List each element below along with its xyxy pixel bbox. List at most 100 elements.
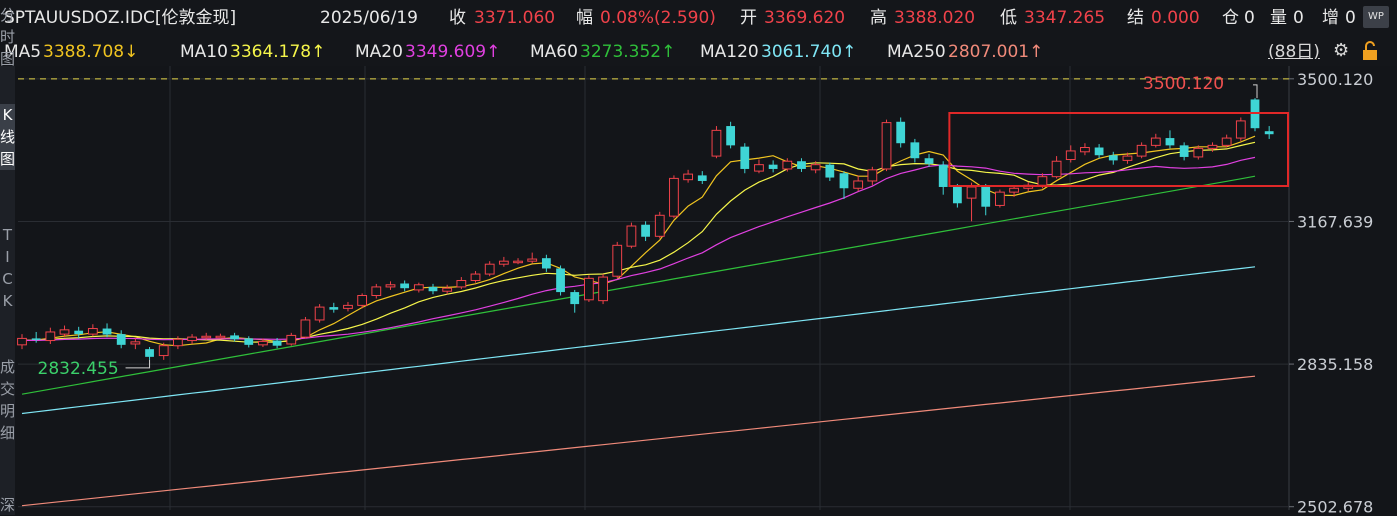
candle-body — [910, 142, 920, 159]
candle-body — [470, 273, 481, 281]
nav-tab-1[interactable]: K 线 图 — [0, 104, 16, 170]
period-selector[interactable]: (88日) — [1268, 42, 1320, 62]
candle-body — [45, 331, 56, 342]
candle-body — [1150, 137, 1161, 146]
candle-body — [626, 225, 637, 247]
settings-icon[interactable]: ⚙ — [1333, 40, 1350, 61]
candle-body — [428, 286, 438, 292]
candle-body — [810, 164, 821, 171]
candle-body — [145, 349, 154, 357]
candle-body — [17, 337, 27, 346]
ma-label-ma10: MA10 — [180, 42, 228, 62]
candle-body — [527, 258, 538, 262]
candle-body — [59, 329, 70, 335]
candle-body — [371, 286, 382, 297]
candle-body — [896, 121, 906, 144]
candle-body — [1235, 120, 1246, 139]
high-label: 高 — [870, 8, 887, 28]
settle-value: 0.000 — [1151, 8, 1200, 28]
change-label: 幅 — [576, 8, 593, 28]
candle-body — [839, 173, 849, 189]
candle-body — [654, 214, 665, 237]
high-value: 3388.020 — [894, 8, 976, 28]
candle-body — [413, 284, 424, 291]
candle-body — [1264, 131, 1274, 135]
ma-value-ma20: 3349.609↑ — [405, 42, 501, 62]
candle-body — [286, 334, 297, 345]
ma-indicator-bar: MA5 3388.708↓ MA10 3364.178↑ MA20 3349.609↑ MA… — [0, 36, 1397, 66]
candle-body — [456, 279, 467, 288]
position-label: 仓 — [1222, 8, 1239, 28]
candle-body — [768, 164, 778, 169]
candle-body — [612, 244, 623, 277]
highlight-box — [948, 112, 1290, 187]
candle-body — [329, 307, 339, 310]
candle-body — [272, 340, 282, 346]
candle-body — [1207, 144, 1218, 149]
candle-body — [31, 338, 41, 340]
ma-label-ma5: MA5 — [4, 42, 42, 62]
candle-body — [570, 292, 580, 305]
quote-date: 2025/06/19 — [320, 8, 418, 28]
quote-header: SPTAUUSDOZ.IDC[伦敦金现] 2025/06/19 收 3371.0… — [0, 0, 1397, 36]
symbol-name[interactable]: SPTAUUSDOZ.IDC[伦敦金现] — [4, 8, 237, 28]
candle-body — [244, 338, 254, 345]
candle-body — [498, 260, 509, 265]
wp-icon[interactable]: WP — [1363, 6, 1389, 28]
candle-body — [116, 334, 126, 345]
candle-body — [584, 277, 594, 301]
candle-body — [357, 295, 368, 306]
candle-body — [867, 169, 878, 182]
candle-body — [754, 164, 764, 172]
candle-body — [726, 126, 736, 146]
ma-value-ma5: 3388.708↓ — [43, 42, 139, 62]
min-annotation-arrow — [125, 359, 151, 369]
settle-label: 结 — [1127, 8, 1144, 28]
candle-body — [881, 122, 892, 170]
ma20-line — [22, 156, 1256, 341]
nav-tab-0[interactable]: 分 时 图 — [0, 6, 16, 68]
candle-body — [102, 328, 112, 335]
lock-icon[interactable] — [1359, 41, 1381, 61]
candle-body — [1193, 147, 1204, 158]
candle-body — [1065, 150, 1076, 161]
candle-body — [1179, 145, 1189, 157]
candle-body — [385, 284, 396, 288]
candle-body — [1037, 176, 1048, 186]
nav-tab-2[interactable]: T I C K — [2, 226, 13, 310]
candle-body — [995, 191, 1005, 206]
candle-body — [230, 335, 239, 340]
candle-body — [1136, 144, 1147, 157]
candle-body — [215, 335, 226, 339]
low-value: 3347.265 — [1024, 8, 1106, 28]
candle-body — [173, 338, 183, 347]
candle-body — [343, 304, 353, 309]
volume-label: 量 — [1270, 8, 1287, 28]
ma-value-ma250: 2807.001↑ — [948, 42, 1044, 62]
candle-body — [1051, 160, 1062, 178]
ma-label-ma60: MA60 — [530, 42, 578, 62]
candle-body — [952, 186, 962, 204]
candle-body — [556, 268, 565, 293]
min-price-label: 2832.455 — [38, 359, 119, 379]
candle-body — [797, 161, 806, 169]
nav-tab-4[interactable]: 深 — [0, 496, 16, 514]
candle-body — [130, 341, 141, 345]
candle-body — [711, 129, 722, 157]
candle-body — [1122, 155, 1133, 161]
volume-value: 0 — [1293, 8, 1304, 28]
candle-body — [853, 180, 864, 189]
candle-body — [825, 164, 835, 178]
increase-label: 增 — [1322, 8, 1339, 28]
ma-label-ma20: MA20 — [355, 42, 403, 62]
ma120-line — [21, 266, 1256, 415]
ma250-line — [21, 375, 1256, 507]
candle-body — [669, 177, 679, 217]
candle-body — [1108, 155, 1118, 161]
max-price-label: 3500.120 — [1143, 74, 1224, 94]
y-tick-label: 2502.678 — [1297, 498, 1373, 515]
candle-body — [258, 340, 268, 346]
close-label: 收 — [449, 8, 466, 28]
nav-tab-3[interactable]: 成 交 明 细 — [0, 358, 16, 442]
